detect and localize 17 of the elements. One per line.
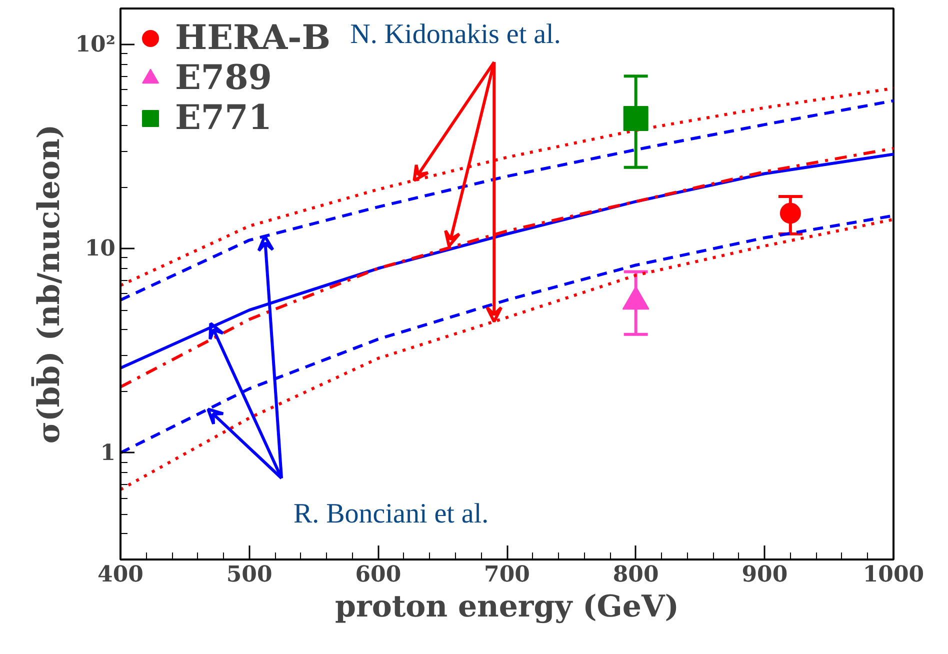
x-tick-label: 1000 — [862, 562, 924, 588]
y-tick-label: 10 — [84, 236, 116, 262]
legend-label: E771 — [175, 98, 272, 138]
x-tick-label: 600 — [355, 562, 402, 588]
x-tick-label: 800 — [612, 562, 659, 588]
annotation: R. Bonciani et al. — [293, 498, 489, 530]
x-tick-label: 400 — [98, 562, 144, 588]
y-tick-label: 1 — [100, 440, 116, 466]
legend-label: E789 — [175, 58, 272, 98]
legend-label: HERA-B — [175, 18, 331, 58]
x-axis-title: proton energy (GeV) — [335, 590, 679, 624]
y-axis-title: σ(bb̄) (nb/nucleon) — [30, 124, 68, 444]
annotation: N. Kidonakis et al. — [350, 18, 561, 50]
x-tick-label: 500 — [226, 562, 272, 588]
x-tick-label: 900 — [742, 562, 788, 588]
y-tick-label: 10² — [75, 31, 116, 58]
x-tick-label: 700 — [484, 562, 530, 588]
